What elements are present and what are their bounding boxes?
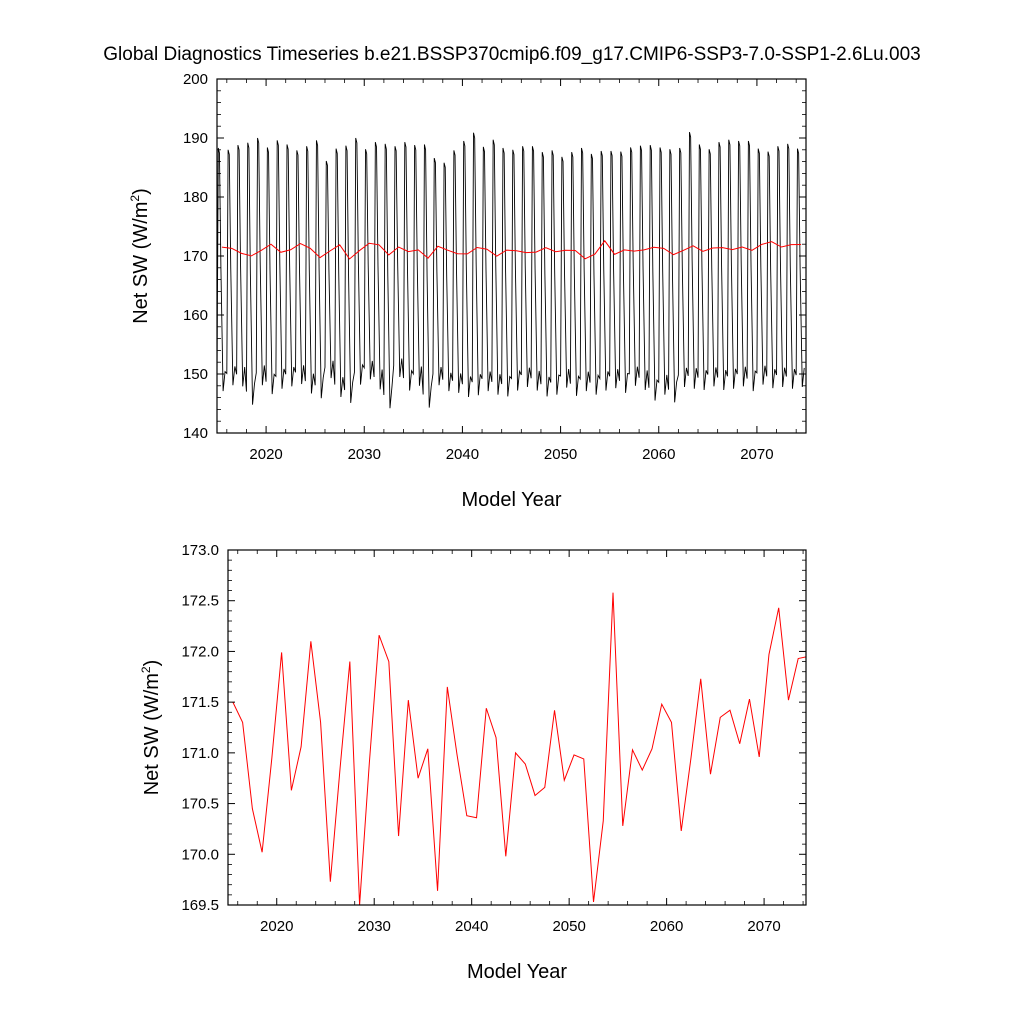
- plot-frame: [227, 549, 807, 906]
- y-axis-title: Net SW (W/m2): [128, 188, 152, 324]
- y-tick-label: 173.0: [181, 542, 219, 559]
- y-tick-label: 140: [183, 425, 208, 442]
- x-axis-title: Model Year: [467, 961, 567, 983]
- y-axis-title: Net SW (W/m2): [139, 660, 163, 796]
- series-annual-mean-line: [232, 592, 806, 905]
- y-tick-label: 169.5: [181, 897, 219, 914]
- x-tick-label: 2040: [446, 446, 479, 463]
- x-tick-label: 2020: [260, 918, 293, 935]
- y-tick-label: 170.5: [181, 796, 219, 813]
- y-tick-label: 170.0: [181, 846, 219, 863]
- x-tick-label: 2030: [348, 446, 381, 463]
- x-tick-label: 2030: [358, 918, 391, 935]
- y-tick-label: 172.5: [181, 593, 219, 610]
- series-monthly-line: [217, 131, 805, 409]
- y-tick-label: 171.5: [181, 694, 219, 711]
- y-tick-label: 171.0: [181, 745, 219, 762]
- y-tick-label: 170: [183, 248, 208, 265]
- page-title: Global Diagnostics Timeseries b.e21.BSSP…: [103, 44, 921, 65]
- x-tick-label: 2070: [747, 918, 780, 935]
- x-tick-label: 2050: [544, 446, 577, 463]
- series-annual-mean-line: [221, 239, 802, 260]
- y-tick-label: 172.0: [181, 643, 219, 660]
- x-tick-label: 2020: [249, 446, 282, 463]
- y-tick-label: 200: [183, 71, 208, 88]
- x-tick-label: 2070: [740, 446, 773, 463]
- y-tick-label: 150: [183, 366, 208, 383]
- y-tick-label: 160: [183, 307, 208, 324]
- x-tick-label: 2060: [642, 446, 675, 463]
- x-axis-title: Model Year: [461, 489, 561, 511]
- x-tick-label: 2040: [455, 918, 488, 935]
- y-tick-label: 190: [183, 130, 208, 147]
- x-tick-label: 2050: [552, 918, 585, 935]
- x-tick-label: 2060: [650, 918, 683, 935]
- y-tick-label: 180: [183, 189, 208, 206]
